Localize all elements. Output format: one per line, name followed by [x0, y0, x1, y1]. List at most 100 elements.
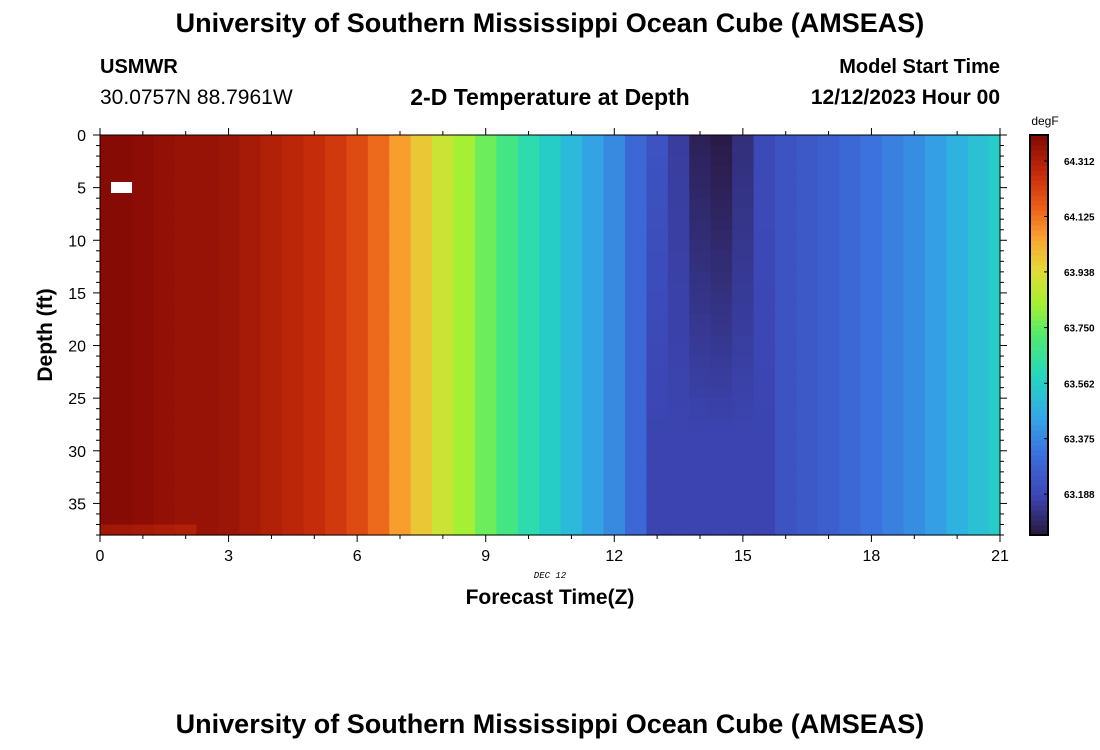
heatmap-cell	[796, 461, 819, 473]
heatmap-cell	[110, 513, 133, 526]
heatmap-cell	[282, 335, 305, 347]
heatmap-cell	[496, 282, 519, 294]
heatmap-cell	[303, 198, 326, 210]
heatmap-cell	[475, 177, 498, 189]
heatmap-cell	[432, 282, 455, 294]
heatmap-cell	[132, 135, 155, 147]
heatmap-cell	[432, 240, 455, 252]
heatmap-cell	[517, 208, 540, 220]
heatmap-cell	[860, 524, 883, 536]
heatmap-cell	[582, 208, 605, 220]
heatmap-cell	[196, 492, 219, 505]
heatmap-cell	[110, 461, 133, 473]
y-tick-label: 30	[68, 444, 86, 461]
heatmap-cell	[196, 450, 219, 462]
heatmap-cell	[903, 419, 926, 431]
heatmap-cell	[946, 356, 969, 368]
heatmap-cell	[153, 450, 176, 462]
heatmap-cell	[100, 503, 112, 515]
heatmap-cell	[667, 177, 690, 189]
heatmap-cell	[839, 398, 862, 410]
heatmap-cell	[689, 166, 712, 178]
heatmap-cell	[817, 398, 840, 410]
heatmap-cell	[753, 219, 776, 231]
heatmap-cell	[475, 335, 498, 347]
heatmap-cell	[282, 166, 305, 178]
heatmap-cell	[282, 292, 305, 305]
colorbar-segment	[1030, 150, 1048, 156]
heatmap-cell	[432, 187, 455, 199]
heatmap-cell	[925, 408, 948, 420]
heatmap-cell	[796, 366, 819, 378]
heatmap-cell	[132, 198, 155, 210]
heatmap-cell	[967, 387, 990, 399]
heatmap-cell	[475, 356, 498, 368]
heatmap-cell	[989, 335, 1001, 347]
heatmap-cell	[196, 303, 219, 315]
heatmap-cell	[389, 177, 412, 189]
colorbar-segment	[1030, 330, 1048, 336]
heatmap-cell	[303, 440, 326, 452]
heatmap-cell	[539, 482, 562, 494]
heatmap-cell	[539, 261, 562, 273]
heatmap-cell	[389, 503, 412, 515]
heatmap-cell	[175, 198, 198, 210]
heatmap-cell	[775, 440, 798, 452]
heatmap-cell	[217, 292, 240, 305]
heatmap-cell	[903, 461, 926, 473]
heatmap-cell	[282, 377, 305, 389]
heatmap-cell	[432, 345, 455, 357]
heatmap-cell	[775, 198, 798, 210]
heatmap-cell	[775, 524, 798, 536]
heatmap-cell	[710, 145, 733, 157]
heatmap-cell	[967, 524, 990, 536]
heatmap-cell	[325, 450, 348, 462]
heatmap-cell	[625, 524, 648, 536]
heatmap-cell	[946, 271, 969, 283]
heatmap-cell	[282, 429, 305, 441]
heatmap-cell	[217, 513, 240, 526]
heatmap-cell	[946, 408, 969, 420]
heatmap-cell	[603, 135, 626, 147]
heatmap-cell	[817, 261, 840, 273]
heatmap-cell	[989, 303, 1001, 315]
heatmap-cell	[710, 177, 733, 189]
heatmap-cell	[796, 377, 819, 389]
colorbar-segment	[1030, 170, 1048, 176]
heatmap-cell	[132, 461, 155, 473]
heatmap-cell	[110, 450, 133, 462]
heatmap-cell	[603, 177, 626, 189]
heatmap-cell	[539, 324, 562, 336]
heatmap-cell	[903, 135, 926, 147]
heatmap-cell	[925, 335, 948, 347]
heatmap-cell	[667, 145, 690, 157]
heatmap-cell	[625, 492, 648, 505]
heatmap-cell	[110, 377, 133, 389]
heatmap-cell	[496, 303, 519, 315]
heatmap-cell	[132, 419, 155, 431]
heatmap-cell	[925, 135, 948, 147]
heatmap-cell	[839, 271, 862, 283]
heatmap-cell	[196, 271, 219, 283]
heatmap-cell	[453, 135, 476, 147]
heatmap-cell	[410, 250, 433, 262]
heatmap-cell	[839, 282, 862, 294]
heatmap-cell	[132, 335, 155, 347]
heatmap-cell	[710, 450, 733, 462]
heatmap-cell	[217, 356, 240, 368]
heatmap-cell	[839, 513, 862, 526]
heatmap-cell	[110, 156, 133, 168]
heatmap-cell	[710, 335, 733, 347]
heatmap-cell	[367, 356, 390, 368]
heatmap-cell	[903, 313, 926, 326]
heatmap-cell	[260, 250, 283, 262]
heatmap-cell	[775, 387, 798, 399]
heatmap-cell	[967, 471, 990, 483]
heatmap-cell	[882, 398, 905, 410]
heatmap-cell	[667, 492, 690, 505]
heatmap-cell	[775, 419, 798, 431]
heatmap-cell	[732, 461, 755, 473]
heatmap-cell	[303, 313, 326, 326]
heatmap-cell	[100, 408, 112, 420]
heatmap-cell	[560, 429, 583, 441]
